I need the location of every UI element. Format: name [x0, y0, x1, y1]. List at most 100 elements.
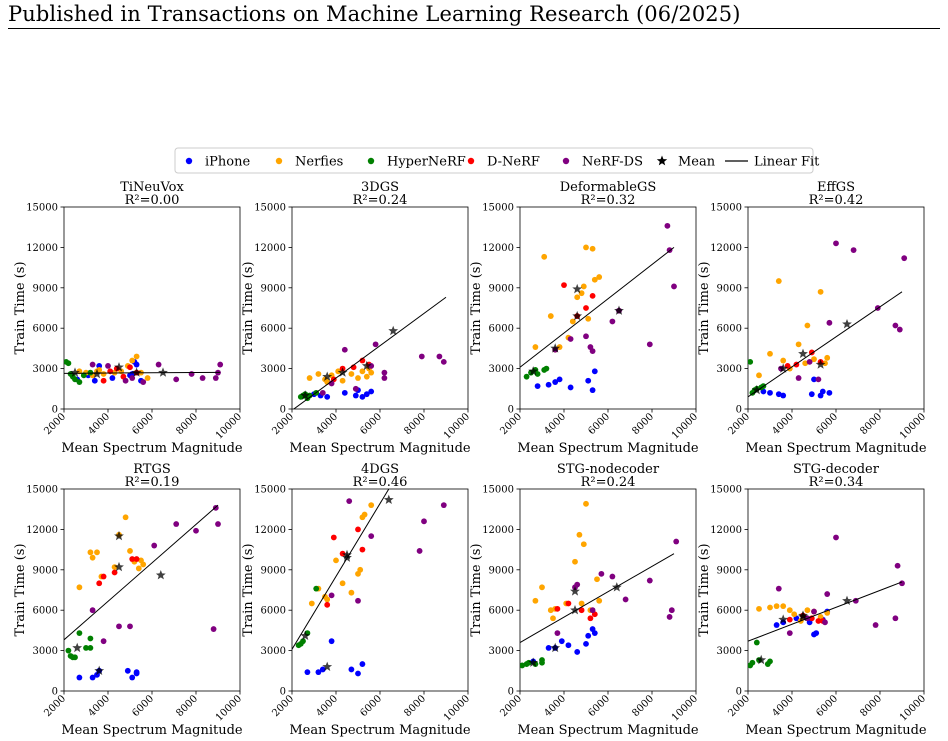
- point-nerf-ds: [328, 592, 335, 599]
- y-axis-label: Train Time (s): [697, 261, 712, 354]
- point-iphone: [773, 622, 780, 628]
- point-nerf-ds: [416, 548, 423, 554]
- x-tick-label: 8000: [174, 693, 200, 719]
- point-nerfies: [804, 607, 811, 614]
- point-nerf-ds: [440, 358, 447, 365]
- point-nerf-ds: [151, 542, 158, 549]
- point-nerfies: [775, 278, 782, 284]
- point-nerfies: [144, 375, 151, 381]
- point-nerf-ds: [381, 369, 388, 376]
- y-axis-label: Train Time (s): [697, 543, 712, 636]
- legend-label: Mean: [678, 155, 716, 170]
- point-nerfies: [756, 372, 762, 379]
- point-nerfies: [596, 597, 603, 604]
- point-d-nerf: [100, 573, 107, 580]
- y-tick-label: 12000: [710, 243, 742, 254]
- plot-frame: [291, 206, 469, 410]
- point-d-nerf: [133, 556, 140, 562]
- x-tick-label: 10000: [898, 693, 928, 723]
- y-tick-label: 15000: [710, 485, 742, 496]
- point-d-nerf: [359, 357, 366, 364]
- point-iphone: [363, 391, 370, 398]
- y-tick-label: 6000: [33, 606, 58, 617]
- point-d-nerf: [554, 605, 561, 612]
- x-tick-label: 2000: [726, 411, 752, 437]
- point-nerfies: [357, 566, 364, 573]
- point-nerfies: [129, 357, 136, 364]
- point-iphone: [813, 630, 820, 636]
- subplot-r2: R²=0.34: [809, 475, 864, 490]
- point-iphone: [775, 391, 782, 398]
- x-tick-label: 6000: [130, 411, 156, 437]
- point-nerf-ds: [646, 577, 653, 584]
- point-iphone: [780, 392, 787, 399]
- point-hypernerf: [87, 635, 94, 642]
- y-tick-label: 9000: [261, 565, 286, 576]
- plot-marks: [64, 504, 221, 681]
- mean-star: [528, 366, 539, 376]
- point-nerfies: [76, 584, 83, 591]
- y-tick-label: 15000: [254, 485, 286, 496]
- mean-star: [70, 367, 80, 377]
- point-iphone: [304, 669, 311, 676]
- y-axis-label: Train Time (s): [241, 261, 256, 354]
- point-nerf-ds: [668, 607, 675, 614]
- point-nerfies: [580, 283, 587, 290]
- point-iphone: [348, 666, 355, 673]
- point-nerfies: [87, 549, 94, 556]
- x-tick-label: 4000: [542, 411, 568, 437]
- point-nerfies: [795, 341, 802, 348]
- point-nerf-ds: [901, 255, 908, 262]
- point-nerf-ds: [341, 346, 348, 353]
- y-tick-label: 9000: [33, 565, 58, 576]
- mean-star: [798, 348, 808, 358]
- y-axis-label: Train Time (s): [469, 543, 484, 636]
- point-hypernerf: [80, 372, 87, 379]
- y-tick-label: 0: [280, 405, 286, 416]
- point-nerf-ds: [815, 376, 822, 383]
- point-nerf-ds: [210, 626, 217, 632]
- point-iphone: [591, 630, 598, 636]
- point-nerf-ds: [193, 527, 199, 534]
- y-tick-label: 12000: [26, 525, 58, 536]
- point-nerfies: [333, 557, 339, 564]
- point-nerfies: [135, 565, 142, 572]
- x-tick-label: 2000: [726, 693, 752, 719]
- mean-star: [158, 367, 168, 377]
- y-tick-label: 12000: [254, 525, 286, 536]
- plot-frame: [63, 488, 241, 692]
- subplot-r2: R²=0.32: [581, 193, 636, 208]
- mean-star: [842, 319, 852, 329]
- x-tick-label: 2000: [498, 693, 524, 719]
- point-nerfies: [756, 605, 762, 612]
- point-nerf-ds: [215, 521, 221, 527]
- mean-star: [322, 661, 333, 671]
- mean-star: [114, 561, 124, 572]
- point-nerfies: [547, 607, 554, 614]
- mean-star: [94, 665, 105, 675]
- point-iphone: [89, 674, 96, 681]
- mean-star: [778, 363, 789, 373]
- point-d-nerf: [786, 616, 793, 623]
- point-nerfies: [583, 244, 589, 251]
- y-tick-label: 3000: [261, 646, 286, 657]
- point-hypernerf: [539, 657, 545, 663]
- point-d-nerf: [815, 618, 822, 624]
- point-nerf-ds: [368, 533, 375, 540]
- point-nerf-ds: [372, 341, 379, 348]
- point-nerf-ds: [122, 377, 129, 384]
- x-tick-label: 8000: [402, 411, 428, 437]
- point-iphone: [591, 368, 598, 375]
- point-nerf-ds: [188, 371, 195, 377]
- linear-fit-line: [748, 581, 903, 642]
- y-tick-label: 3000: [33, 364, 58, 375]
- x-tick-label: 4000: [314, 411, 340, 437]
- point-iphone: [76, 674, 83, 681]
- y-tick-label: 3000: [33, 646, 58, 657]
- point-nerf-ds: [89, 607, 96, 614]
- y-tick-label: 3000: [717, 646, 742, 657]
- point-d-nerf: [589, 292, 596, 299]
- legend-marker: [656, 155, 668, 166]
- mean-star: [798, 611, 808, 622]
